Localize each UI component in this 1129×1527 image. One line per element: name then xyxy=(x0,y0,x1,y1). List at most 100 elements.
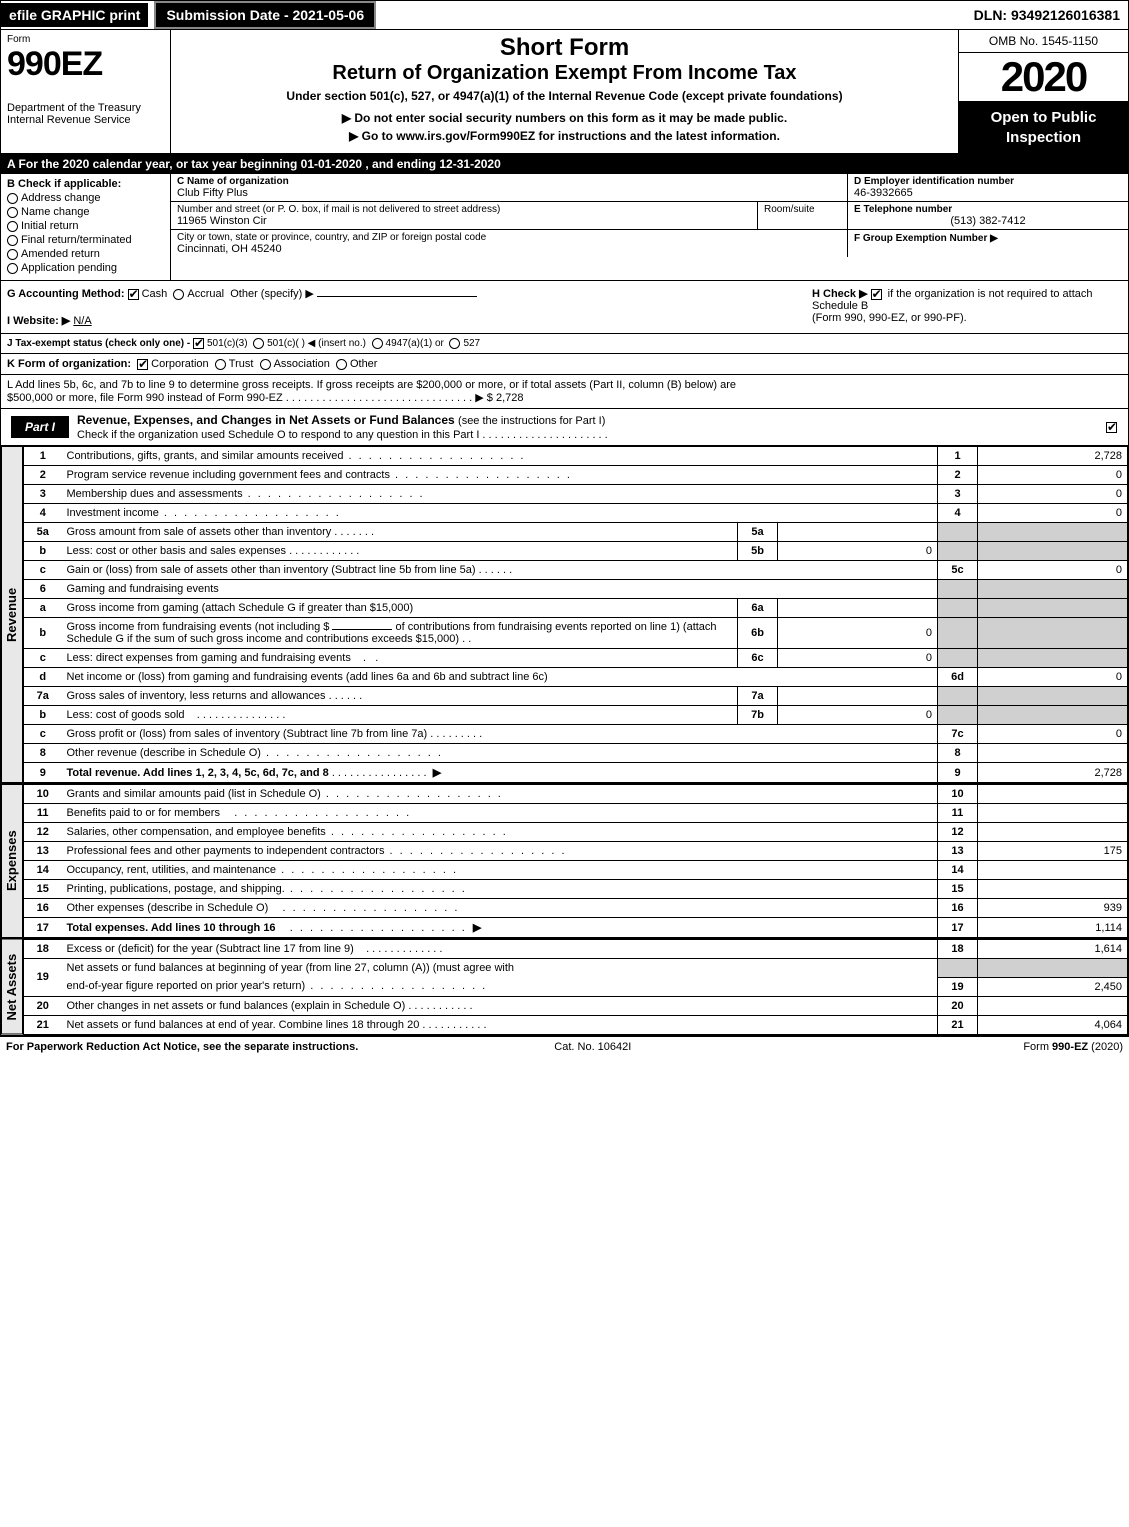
phone-box: E Telephone number (513) 382-7412 xyxy=(848,202,1128,230)
line-2-box: 2 xyxy=(938,466,978,485)
chk-accrual[interactable] xyxy=(173,289,184,300)
line-1-box: 1 xyxy=(938,447,978,466)
k-label: K Form of organization: xyxy=(7,358,131,370)
chk-other-org[interactable] xyxy=(336,359,347,370)
line-5a-sub: 5a xyxy=(738,523,778,542)
line-13: 13 Professional fees and other payments … xyxy=(24,842,1128,861)
chk-corporation[interactable] xyxy=(137,359,148,370)
l-gross-receipts: L Add lines 5b, 6c, and 7b to line 9 to … xyxy=(1,375,1128,409)
line-17-box: 17 xyxy=(938,918,978,938)
ein-label: D Employer identification number xyxy=(854,176,1122,187)
line-15-desc: Printing, publications, postage, and shi… xyxy=(67,883,285,895)
section-cdef: C Name of organization Club Fifty Plus N… xyxy=(171,174,1128,280)
line-7c-val: 0 xyxy=(978,725,1128,744)
chk-association[interactable] xyxy=(260,359,271,370)
h-label: H Check ▶ xyxy=(812,288,868,300)
chk-application-pending[interactable]: Application pending xyxy=(7,262,164,274)
expenses-side-label: Expenses xyxy=(1,784,23,938)
header-right: OMB No. 1545-1150 2020 Open to Public In… xyxy=(958,30,1128,153)
chk-other-org-label: Other xyxy=(350,358,378,370)
line-6d-box: 6d xyxy=(938,668,978,687)
part-1-checkbox[interactable] xyxy=(1106,420,1128,434)
chk-4947-label: 4947(a)(1) or xyxy=(386,338,444,349)
org-name-label: C Name of organization xyxy=(177,176,841,187)
group-exemption-box: F Group Exemption Number ▶ xyxy=(848,230,1128,246)
address-box: Number and street (or P. O. box, if mail… xyxy=(171,202,758,230)
chk-501c3[interactable] xyxy=(193,338,204,349)
h-schedule-b: H Check ▶ if the organization is not req… xyxy=(812,287,1122,327)
line-17: 17 Total expenses. Add lines 10 through … xyxy=(24,918,1128,938)
chk-cash[interactable] xyxy=(128,289,139,300)
line-2: 2 Program service revenue including gove… xyxy=(24,466,1128,485)
line-5a-subval xyxy=(778,523,938,542)
line-7a-sub: 7a xyxy=(738,687,778,706)
efile-print-label[interactable]: efile GRAPHIC print xyxy=(1,3,148,27)
line-21-box: 21 xyxy=(938,1015,978,1034)
line-6c-sub: 6c xyxy=(738,649,778,668)
line-13-box: 13 xyxy=(938,842,978,861)
irs-label: Internal Revenue Service xyxy=(7,114,164,126)
chk-amended-return-label: Amended return xyxy=(21,248,100,260)
chk-4947[interactable] xyxy=(372,338,383,349)
g-accounting-method: G Accounting Method: Cash Accrual Other … xyxy=(7,287,812,327)
chk-final-return[interactable]: Final return/terminated xyxy=(7,234,164,246)
goto-link[interactable]: ▶ Go to www.irs.gov/Form990EZ for instru… xyxy=(179,129,950,143)
line-10-val xyxy=(978,785,1128,804)
line-12-desc: Salaries, other compensation, and employ… xyxy=(67,826,326,838)
line-3: 3 Membership dues and assessments 3 0 xyxy=(24,485,1128,504)
line-4-box: 4 xyxy=(938,504,978,523)
line-15: 15 Printing, publications, postage, and … xyxy=(24,880,1128,899)
line-3-val: 0 xyxy=(978,485,1128,504)
line-7c-desc: Gross profit or (loss) from sales of inv… xyxy=(67,728,428,740)
other-specify-input[interactable] xyxy=(317,296,477,297)
line-10: 10 Grants and similar amounts paid (list… xyxy=(24,785,1128,804)
chk-527[interactable] xyxy=(449,338,460,349)
j-tax-exempt-status: J Tax-exempt status (check only one) - 5… xyxy=(1,334,1128,354)
h-sub: (Form 990, 990-EZ, or 990-PF). xyxy=(812,312,967,324)
chk-schedule-b[interactable] xyxy=(871,289,882,300)
chk-address-change[interactable]: Address change xyxy=(7,192,164,204)
line-10-desc: Grants and similar amounts paid (list in… xyxy=(67,788,321,800)
line-6b: b Gross income from fundraising events (… xyxy=(24,618,1128,649)
chk-initial-return-label: Initial return xyxy=(21,220,78,232)
line-5a-desc: Gross amount from sale of assets other t… xyxy=(67,526,332,538)
chk-527-label: 527 xyxy=(463,338,480,349)
l-text2: $500,000 or more, file Form 990 instead … xyxy=(7,391,1122,404)
line-6a-sub: 6a xyxy=(738,599,778,618)
line-12-val xyxy=(978,823,1128,842)
net-assets-side-label: Net Assets xyxy=(1,939,23,1035)
open-public-inspection: Open to Public Inspection xyxy=(959,102,1128,153)
chk-501c-label: 501(c)( ) ◀ (insert no.) xyxy=(267,338,366,349)
line-16-val: 939 xyxy=(978,899,1128,918)
submission-date: Submission Date - 2021-05-06 xyxy=(154,1,376,29)
line-5a: 5a Gross amount from sale of assets othe… xyxy=(24,523,1128,542)
i-website-label: I Website: ▶ xyxy=(7,315,70,327)
line-18-val: 1,614 xyxy=(978,940,1128,959)
line-1: 1 Contributions, gifts, grants, and simi… xyxy=(24,447,1128,466)
line-18-box: 18 xyxy=(938,940,978,959)
chk-initial-return[interactable]: Initial return xyxy=(7,220,164,232)
j-label: J Tax-exempt status (check only one) - xyxy=(7,338,190,349)
part-1-header: Part I Revenue, Expenses, and Changes in… xyxy=(1,409,1128,446)
line-19-desc2: end-of-year figure reported on prior yea… xyxy=(67,980,306,992)
chk-amended-return[interactable]: Amended return xyxy=(7,248,164,260)
line-6a-desc: Gross income from gaming (attach Schedul… xyxy=(62,599,738,618)
line-18: 18 Excess or (deficit) for the year (Sub… xyxy=(24,940,1128,959)
line-15-val xyxy=(978,880,1128,899)
line-2-val: 0 xyxy=(978,466,1128,485)
under-section: Under section 501(c), 527, or 4947(a)(1)… xyxy=(179,89,950,103)
line-6b-amount-input[interactable] xyxy=(332,629,392,630)
chk-501c[interactable] xyxy=(253,338,264,349)
line-7a: 7a Gross sales of inventory, less return… xyxy=(24,687,1128,706)
line-13-val: 175 xyxy=(978,842,1128,861)
part-1-title: Revenue, Expenses, and Changes in Net As… xyxy=(69,409,1106,445)
line-6d-val: 0 xyxy=(978,668,1128,687)
line-7b: b Less: cost of goods sold . . . . . . .… xyxy=(24,706,1128,725)
line-1-desc: Contributions, gifts, grants, and simila… xyxy=(67,450,344,462)
chk-name-change[interactable]: Name change xyxy=(7,206,164,218)
line-6b-desc: Gross income from fundraising events (no… xyxy=(62,618,738,649)
line-14-val xyxy=(978,861,1128,880)
line-3-desc: Membership dues and assessments xyxy=(67,488,243,500)
b-header: B Check if applicable: xyxy=(7,178,164,190)
chk-trust[interactable] xyxy=(215,359,226,370)
